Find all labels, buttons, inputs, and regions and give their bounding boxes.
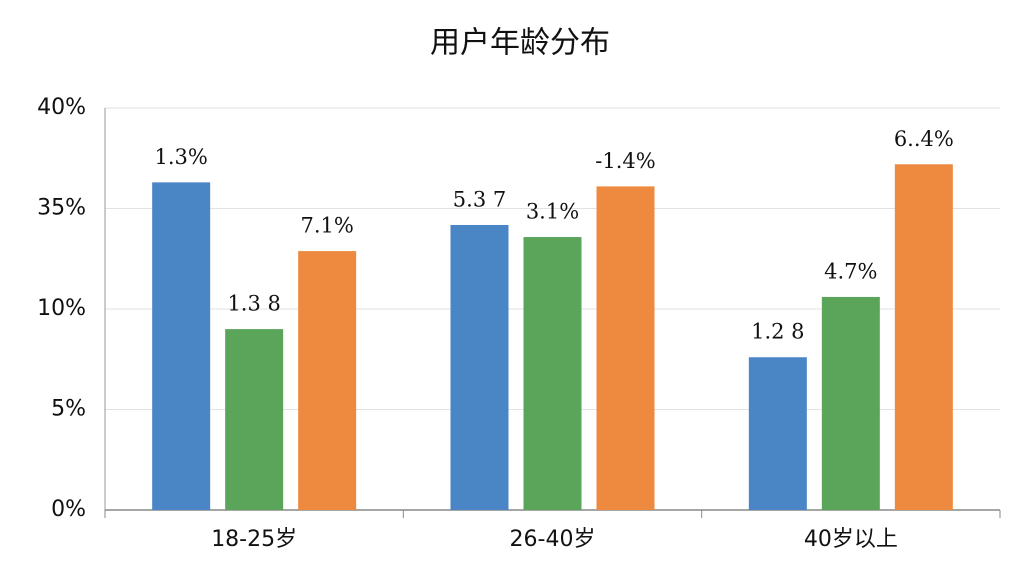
bar [596,186,655,510]
bar-label: 7.1% [300,214,353,238]
bar [523,237,582,511]
bar [450,224,509,510]
bar-label: 1.2 8 [751,320,804,344]
chart-title: 用户年龄分布 [430,26,610,61]
bar-label: -1.4% [595,149,655,173]
bar-label: 3.1% [526,200,579,224]
x-tick-label: 26-40岁 [510,527,596,552]
y-tick-label: 40% [37,95,86,120]
bar [152,182,211,510]
bar [225,329,284,510]
y-tick-label: 35% [37,196,86,221]
bar [298,251,357,510]
bar-label: 1.3% [154,145,207,169]
y-tick-label: 0% [51,497,86,522]
x-tick-label: 18-25岁 [211,527,297,552]
bar-label: 5.3 7 [453,187,506,211]
bar-label: 1.3 8 [227,292,280,316]
bar-label: 4.7% [824,259,877,283]
x-tick-label: 40岁以上 [804,527,898,552]
y-tick-label: 10% [37,296,86,321]
bar [894,164,953,510]
bar-label: 6..4% [894,127,954,151]
y-tick-label: 5% [51,397,86,422]
bar [748,357,807,510]
bar [821,296,880,510]
